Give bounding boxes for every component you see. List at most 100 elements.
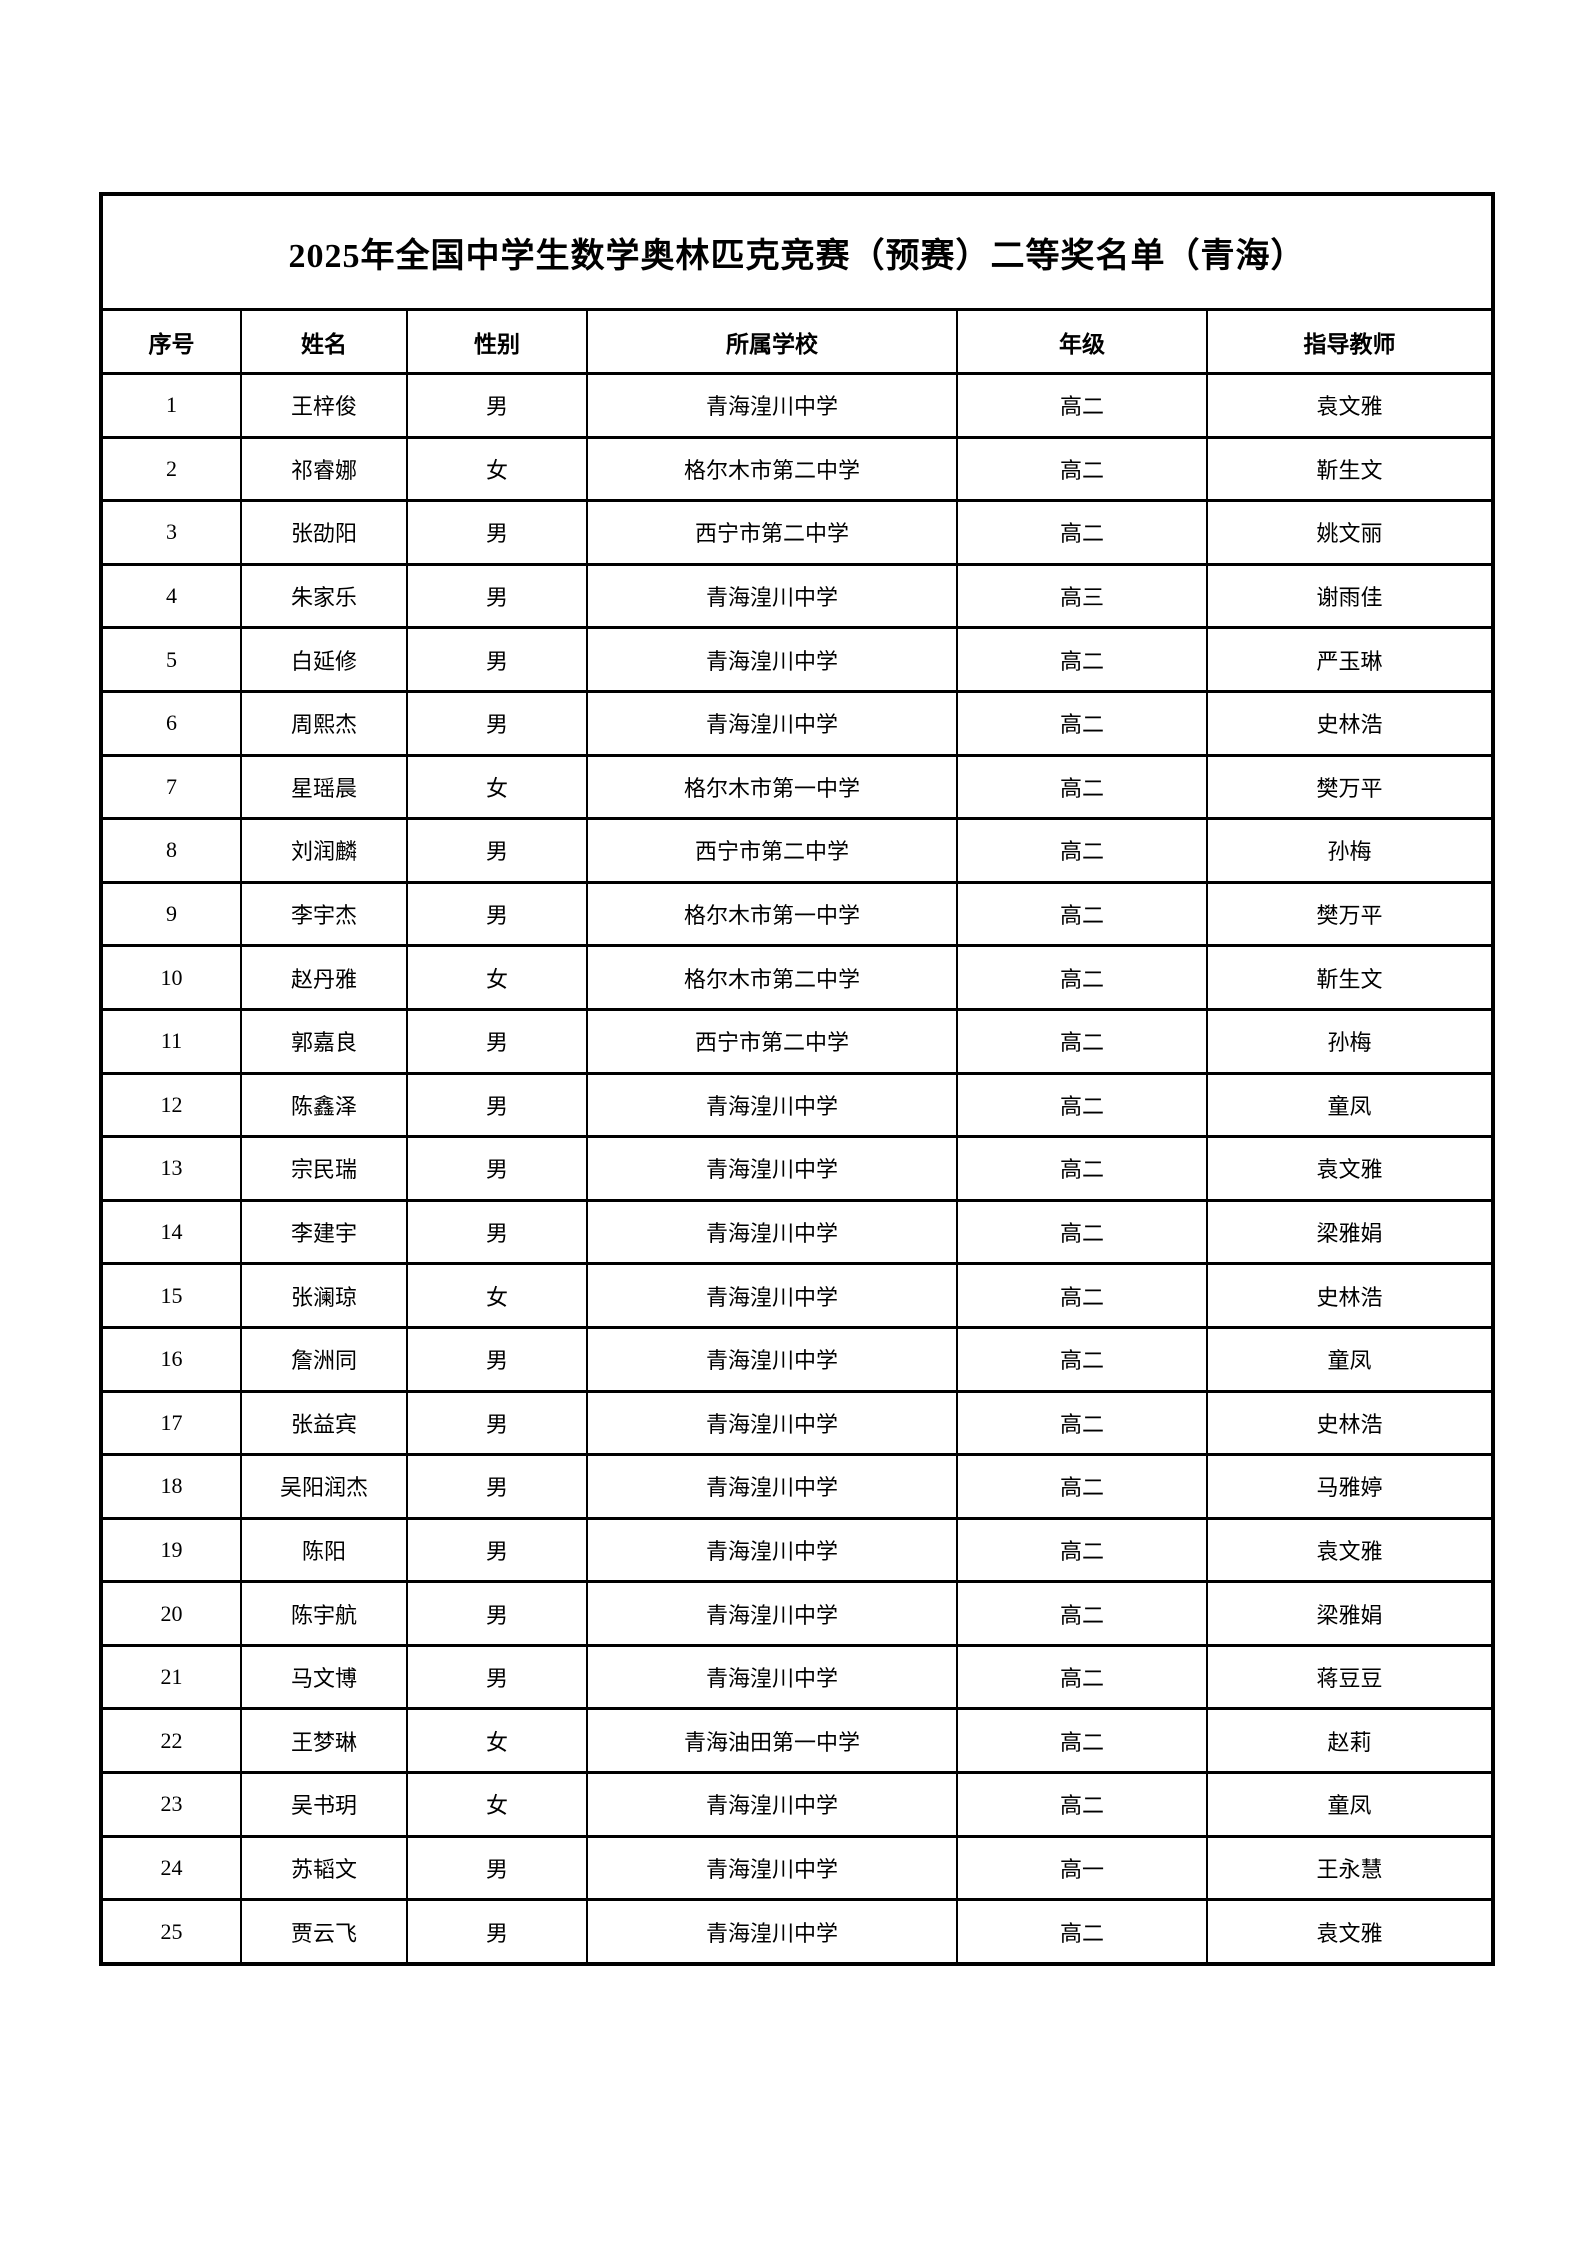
column-header-name: 姓名 — [240, 308, 408, 375]
cell-index: 7 — [100, 753, 242, 821]
cell-grade: 高二 — [956, 689, 1208, 757]
cell-teacher: 赵莉 — [1205, 1707, 1495, 1775]
cell-index: 5 — [100, 626, 242, 693]
cell-name: 李宇杰 — [240, 880, 408, 948]
cell-teacher: 严玉琳 — [1205, 626, 1495, 693]
cell-teacher: 童凤 — [1205, 1771, 1495, 1838]
cell-name: 张益宾 — [240, 1389, 408, 1457]
cell-index: 20 — [100, 1580, 242, 1647]
cell-index: 10 — [100, 944, 242, 1011]
cell-index: 25 — [100, 1898, 242, 1966]
cell-teacher: 蒋豆豆 — [1205, 1643, 1495, 1711]
cell-gender: 男 — [406, 1834, 588, 1902]
cell-index: 22 — [100, 1707, 242, 1775]
table-row: 24 苏韬文男青海湟川中学 高一 王永慧 — [100, 1834, 1495, 1902]
cell-school: 青海湟川中学 — [586, 1516, 958, 1584]
cell-school: 青海湟川中学 — [586, 1389, 958, 1457]
table-body: 1 王梓俊男青海湟川中学 高二 袁文雅 2 祁睿娜女格尔木市第二中学 高二 靳生文 3 张劭阳男西… — [100, 372, 1495, 1966]
column-header-index: 序号 — [100, 308, 242, 375]
cell-school: 青海湟川中学 — [586, 1643, 958, 1711]
cell-school: 青海湟川中学 — [586, 1834, 958, 1902]
cell-index: 8 — [100, 817, 242, 884]
cell-grade: 高二 — [956, 1071, 1208, 1139]
cell-grade: 高二 — [956, 372, 1208, 439]
cell-gender: 女 — [406, 944, 588, 1011]
cell-school: 青海湟川中学 — [586, 689, 958, 757]
table-row: 13 宗民瑞男青海湟川中学 高二 袁文雅 — [100, 1135, 1495, 1202]
cell-school: 青海湟川中学 — [586, 1071, 958, 1139]
table-row: 1 王梓俊男青海湟川中学 高二 袁文雅 — [100, 372, 1495, 439]
award-list-table: 2025年全国中学生数学奥林匹克竞赛（预赛）二等奖名单（青海） 序号 姓名 性别… — [99, 192, 1496, 1966]
cell-name: 祁睿娜 — [240, 435, 408, 503]
cell-gender: 男 — [406, 372, 588, 439]
column-header-row: 序号 姓名 性别 所属学校 年级 指导教师 — [100, 308, 1495, 375]
cell-teacher: 史林浩 — [1205, 1389, 1495, 1457]
cell-teacher: 马雅婷 — [1205, 1453, 1495, 1520]
cell-gender: 女 — [406, 753, 588, 821]
cell-gender: 男 — [406, 626, 588, 693]
cell-school: 西宁市第二中学 — [586, 1007, 958, 1075]
cell-gender: 男 — [406, 880, 588, 948]
cell-school: 青海湟川中学 — [586, 562, 958, 630]
cell-teacher: 孙梅 — [1205, 1007, 1495, 1075]
cell-grade: 高二 — [956, 1516, 1208, 1584]
cell-name: 朱家乐 — [240, 562, 408, 630]
table-row: 11 郭嘉良男西宁市第二中学 高二 孙梅 — [100, 1007, 1495, 1075]
cell-teacher: 王永慧 — [1205, 1834, 1495, 1902]
cell-grade: 高二 — [956, 1389, 1208, 1457]
cell-teacher: 袁文雅 — [1205, 1135, 1495, 1202]
cell-teacher: 袁文雅 — [1205, 1898, 1495, 1966]
cell-grade: 高二 — [956, 1707, 1208, 1775]
cell-name: 王梦琳 — [240, 1707, 408, 1775]
cell-teacher: 史林浩 — [1205, 689, 1495, 757]
cell-teacher: 梁雅娟 — [1205, 1198, 1495, 1266]
cell-teacher: 史林浩 — [1205, 1262, 1495, 1329]
cell-gender: 男 — [406, 1516, 588, 1584]
cell-name: 贾云飞 — [240, 1898, 408, 1966]
cell-school: 青海湟川中学 — [586, 1580, 958, 1647]
cell-gender: 男 — [406, 1198, 588, 1266]
cell-index: 15 — [100, 1262, 242, 1329]
cell-name: 陈鑫泽 — [240, 1071, 408, 1139]
cell-grade: 高二 — [956, 1198, 1208, 1266]
cell-school: 青海油田第一中学 — [586, 1707, 958, 1775]
table-row: 23 吴书玥女青海湟川中学 高二 童凤 — [100, 1771, 1495, 1838]
cell-grade: 高二 — [956, 1643, 1208, 1711]
cell-name: 白延修 — [240, 626, 408, 693]
cell-school: 青海湟川中学 — [586, 1135, 958, 1202]
table-row: 21 马文博男青海湟川中学 高二 蒋豆豆 — [100, 1643, 1495, 1711]
cell-school: 格尔木市第一中学 — [586, 753, 958, 821]
cell-gender: 男 — [406, 1453, 588, 1520]
cell-gender: 男 — [406, 817, 588, 884]
cell-teacher: 童凤 — [1205, 1325, 1495, 1393]
cell-name: 郭嘉良 — [240, 1007, 408, 1075]
table-row: 25 贾云飞男青海湟川中学 高二 袁文雅 — [100, 1898, 1495, 1966]
cell-teacher: 樊万平 — [1205, 880, 1495, 948]
cell-gender: 男 — [406, 562, 588, 630]
table-row: 8 刘润麟男西宁市第二中学 高二 孙梅 — [100, 817, 1495, 884]
column-header-grade: 年级 — [956, 308, 1208, 375]
cell-gender: 男 — [406, 1325, 588, 1393]
table-row: 17 张益宾男青海湟川中学 高二 史林浩 — [100, 1389, 1495, 1457]
table-row: 9 李宇杰男格尔木市第一中学 高二 樊万平 — [100, 880, 1495, 948]
cell-gender: 男 — [406, 1007, 588, 1075]
cell-index: 24 — [100, 1834, 242, 1902]
cell-school: 青海湟川中学 — [586, 1771, 958, 1838]
cell-grade: 高二 — [956, 1580, 1208, 1647]
cell-school: 青海湟川中学 — [586, 372, 958, 439]
cell-index: 18 — [100, 1453, 242, 1520]
cell-grade: 高二 — [956, 817, 1208, 884]
cell-gender: 女 — [406, 435, 588, 503]
cell-teacher: 樊万平 — [1205, 753, 1495, 821]
cell-name: 詹洲同 — [240, 1325, 408, 1393]
cell-gender: 男 — [406, 1135, 588, 1202]
cell-grade: 高二 — [956, 1771, 1208, 1838]
cell-school: 青海湟川中学 — [586, 1453, 958, 1520]
cell-gender: 男 — [406, 1898, 588, 1966]
cell-school: 青海湟川中学 — [586, 1198, 958, 1266]
cell-gender: 男 — [406, 1643, 588, 1711]
cell-teacher: 孙梅 — [1205, 817, 1495, 884]
cell-gender: 女 — [406, 1771, 588, 1838]
cell-grade: 高二 — [956, 880, 1208, 948]
cell-gender: 男 — [406, 499, 588, 566]
